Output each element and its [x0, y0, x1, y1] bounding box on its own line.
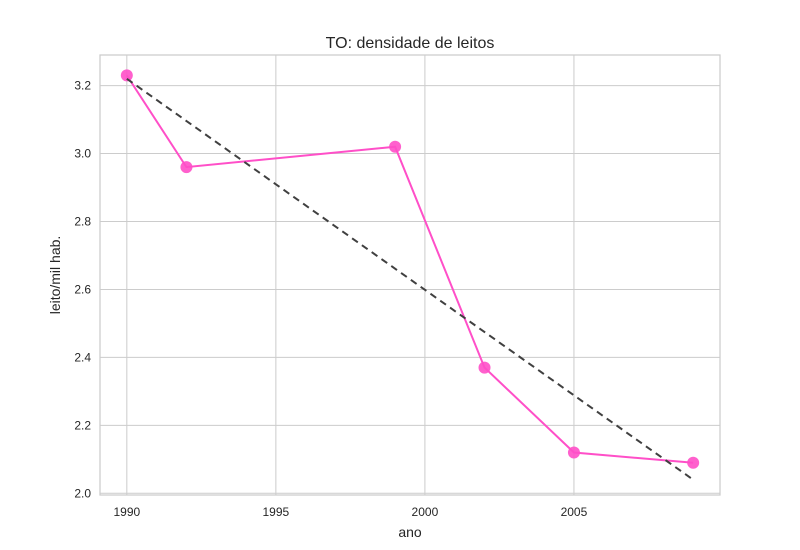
- y-axis-label: leito/mil hab.: [47, 236, 63, 315]
- y-tick-label: 2.8: [74, 214, 91, 228]
- y-tick-label: 3.2: [74, 79, 91, 93]
- x-axis-label: ano: [398, 524, 422, 540]
- trend-line: [126, 77, 694, 481]
- series-layer: [120, 69, 700, 481]
- x-tick-label: 1995: [263, 505, 290, 519]
- y-tick-label: 3.0: [74, 147, 91, 161]
- x-tick-label: 2005: [561, 505, 588, 519]
- data-point: [120, 69, 133, 82]
- x-tick-labels: 1990 1995 2000 2005: [113, 505, 587, 519]
- y-tick-label: 2.4: [74, 350, 91, 364]
- plot-frame: [99, 54, 721, 496]
- chart-title: TO: densidade de leitos: [326, 35, 495, 52]
- data-point: [389, 140, 402, 153]
- grid: [100, 55, 720, 495]
- x-tick-label: 1990: [113, 505, 140, 519]
- plot-background: [100, 55, 720, 495]
- data-point: [478, 361, 491, 374]
- y-tick-label: 2.6: [74, 282, 91, 296]
- y-tick-label: 2.0: [74, 486, 91, 500]
- x-tick-label: 2000: [412, 505, 439, 519]
- series-line: [125, 74, 694, 464]
- y-tick-label: 2.2: [74, 418, 91, 432]
- data-point: [180, 161, 193, 174]
- y-tick-labels: 2.0 2.2 2.4 2.6 2.8 3.0 3.2: [74, 79, 91, 501]
- data-point: [687, 456, 700, 469]
- data-point: [567, 446, 580, 459]
